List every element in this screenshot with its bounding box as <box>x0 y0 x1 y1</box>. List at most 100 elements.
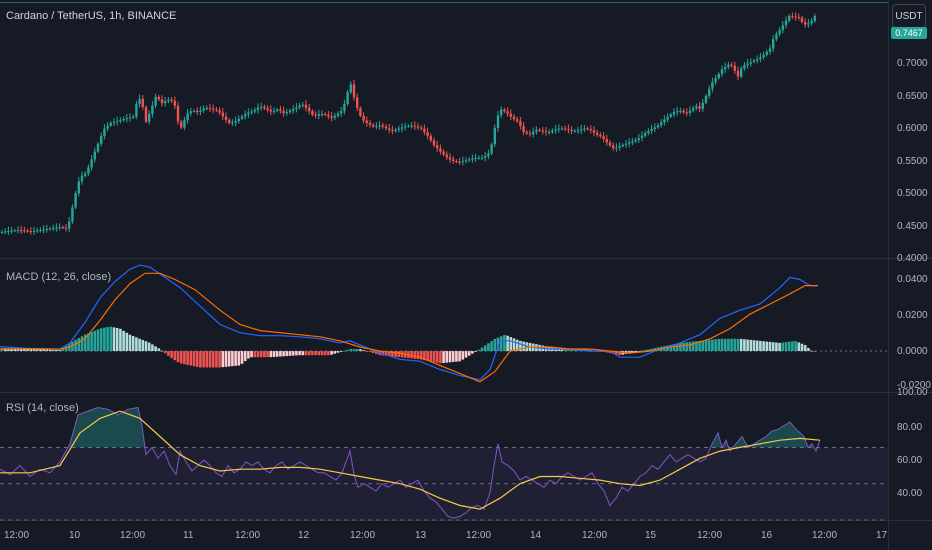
candle-up <box>576 130 580 132</box>
candle-down <box>599 134 602 137</box>
candle-down <box>586 128 589 130</box>
candle-up <box>548 132 551 134</box>
candle-up <box>781 25 784 31</box>
macd-histogram-bar <box>195 351 199 367</box>
candle-up <box>77 181 80 194</box>
candle-up <box>759 57 762 59</box>
candle-down <box>503 109 506 112</box>
candle-up <box>490 144 493 154</box>
candle-down <box>528 133 532 135</box>
macd-histogram-bar <box>339 351 343 352</box>
candle-up <box>240 116 244 119</box>
candle-down <box>314 114 317 116</box>
candle-up <box>292 108 295 111</box>
macd-histogram-bar <box>51 349 55 352</box>
macd-histogram-bar <box>423 351 426 361</box>
macd-histogram-bar <box>778 342 781 352</box>
candle-up <box>631 141 634 143</box>
macd-histogram-bar <box>208 351 212 368</box>
candle-up <box>103 128 106 136</box>
macd-histogram-bar <box>243 351 247 362</box>
macd-histogram-bar <box>32 349 36 352</box>
candle-up <box>109 122 112 126</box>
candle-up <box>695 106 698 109</box>
macd-histogram-bar <box>493 338 497 352</box>
macd-tick: 0.0200 <box>897 310 928 321</box>
candle-up <box>551 130 554 133</box>
macd-histogram-bar <box>29 349 33 352</box>
macd-histogram-bar <box>275 351 279 357</box>
candle-up <box>692 108 695 111</box>
macd-histogram-bar <box>151 344 154 352</box>
candle-down <box>311 111 314 115</box>
macd-histogram-bar <box>10 348 13 352</box>
macd-histogram-bar <box>96 329 100 352</box>
macd-histogram-bar <box>122 330 125 352</box>
macd-histogram-bar <box>23 348 26 352</box>
macd-tick: 0.0000 <box>897 346 928 357</box>
candle-up <box>4 231 7 233</box>
macd-histogram-bar <box>631 351 634 353</box>
macd-histogram-bar <box>618 351 621 356</box>
candle-down <box>608 142 612 146</box>
candle-down <box>445 154 448 158</box>
macd-histogram-bar <box>355 349 359 352</box>
macd-histogram-bar <box>298 351 301 356</box>
macd-histogram-bar <box>400 351 404 358</box>
macd-histogram-bar <box>237 351 241 366</box>
macd-histogram-bar <box>7 348 10 352</box>
macd-title: MACD (12, 26, close) <box>6 271 112 283</box>
candle-up <box>256 107 260 110</box>
candle-up <box>32 230 36 232</box>
time-tick: 12:00 <box>350 530 376 541</box>
macd-histogram-bar <box>157 348 161 352</box>
candle-down <box>365 120 368 123</box>
candle-down <box>215 109 218 111</box>
candle-down <box>522 126 525 132</box>
macd-histogram-bar <box>643 350 647 352</box>
macd-histogram-bar <box>791 341 794 352</box>
macd-histogram-bar <box>672 344 676 352</box>
candle-down <box>26 230 29 232</box>
candle-up <box>618 146 621 148</box>
macd-histogram-bar <box>419 351 423 360</box>
candle-up <box>0 231 4 233</box>
macd-histogram-bar <box>250 351 253 358</box>
candle-up <box>148 113 151 122</box>
macd-histogram-bar <box>160 350 164 352</box>
candle-down <box>391 129 394 132</box>
macd-histogram-bar <box>26 348 29 352</box>
macd-histogram-bar <box>58 350 61 352</box>
macd-histogram-bar <box>759 340 762 352</box>
candle-up <box>10 230 13 232</box>
macd-histogram-bar <box>768 341 772 352</box>
candle-up <box>756 58 759 61</box>
macd-histogram-bar <box>458 351 461 362</box>
candle-down <box>452 159 455 161</box>
currency-button[interactable]: USDT <box>892 4 926 28</box>
macd-histogram-bar <box>282 351 285 357</box>
candle-up <box>464 160 468 162</box>
macd-histogram-bar <box>3 348 7 352</box>
candle-down <box>269 109 272 112</box>
candle-up <box>573 130 576 132</box>
candle-up <box>320 114 324 116</box>
macd-histogram-bar <box>477 349 481 352</box>
macd-histogram-bar <box>19 348 23 352</box>
candle-up <box>96 143 100 152</box>
candle-up <box>397 128 400 130</box>
candle-up <box>772 39 775 49</box>
macd-histogram-bar <box>80 336 84 352</box>
macd-histogram-bar <box>183 351 186 365</box>
macd-histogram-bar <box>506 335 509 352</box>
macd-histogram-bar <box>231 351 234 367</box>
price-tick: 0.4000 <box>897 253 928 264</box>
macd-histogram-bar <box>179 351 183 364</box>
candle-down <box>541 130 544 132</box>
candle-up <box>250 111 253 113</box>
macd-histogram-bar <box>106 327 109 352</box>
macd-histogram-bar <box>771 342 775 352</box>
macd-histogram-bar <box>426 351 429 361</box>
macd-histogram-bar <box>135 337 138 352</box>
